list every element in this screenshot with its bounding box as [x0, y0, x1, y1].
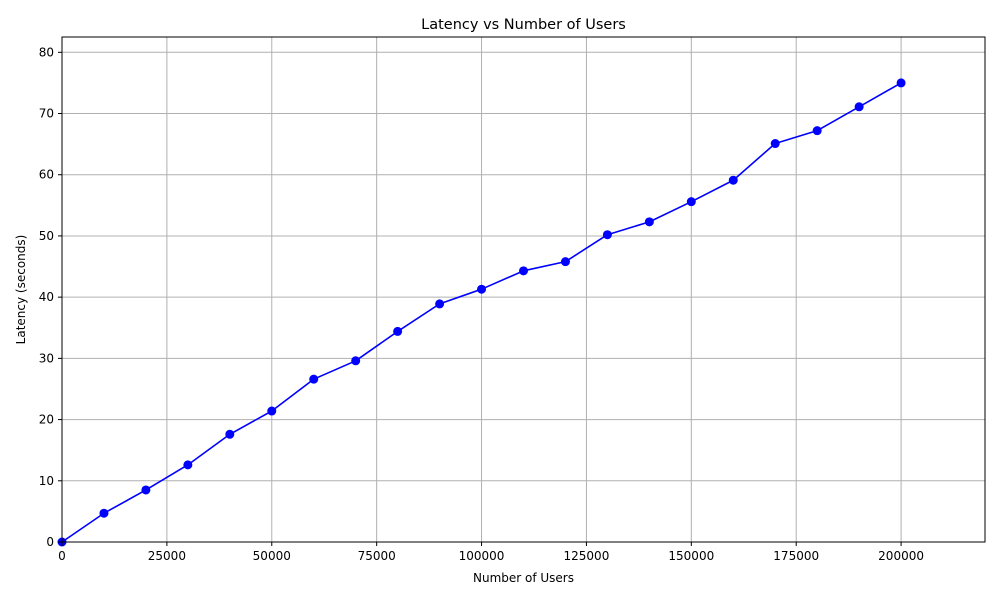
data-point [560, 257, 570, 267]
x-tick-label: 175000 [773, 549, 819, 563]
y-tick-label: 80 [39, 45, 54, 59]
data-point [225, 429, 235, 439]
y-tick-label: 20 [39, 413, 54, 427]
y-tick-label: 30 [39, 351, 54, 365]
x-axis-label: Number of Users [473, 571, 574, 585]
chart-title: Latency vs Number of Users [421, 17, 626, 33]
data-point [99, 508, 109, 518]
data-point [141, 485, 151, 495]
grid [61, 37, 985, 543]
data-point [519, 266, 528, 276]
data-point [393, 326, 403, 336]
data-point [686, 197, 696, 207]
data-point [728, 175, 738, 185]
series-layer [57, 78, 906, 547]
data-point [644, 217, 654, 227]
data-point [267, 406, 277, 416]
x-tick-label: 75000 [358, 549, 396, 563]
plot-frame [61, 36, 986, 543]
data-point [435, 299, 445, 309]
data-point [477, 284, 487, 294]
y-tick-label: 50 [39, 229, 54, 243]
x-tick-label: 25000 [148, 549, 186, 563]
y-axis-label: Latency (seconds) [14, 235, 28, 345]
ticks: 0 25000 50000 75000 100000 125000 150000 175000… [39, 45, 924, 563]
y-tick-label: 60 [39, 168, 54, 182]
x-tick-label: 150000 [668, 549, 714, 563]
x-tick-label: 200000 [878, 549, 924, 563]
data-point [854, 102, 864, 112]
data-point [770, 139, 780, 149]
y-tick-label: 70 [39, 107, 54, 121]
x-tick-label: 50000 [253, 549, 291, 563]
x-tick-label: 100000 [459, 549, 505, 563]
data-point [351, 356, 361, 366]
x-tick-label: 125000 [564, 549, 610, 563]
y-tick-label: 0 [46, 535, 54, 549]
data-point [309, 374, 319, 384]
data-point [812, 126, 822, 136]
data-point [896, 78, 906, 88]
y-tick-label: 40 [39, 290, 54, 304]
x-tick-label: 0 [58, 549, 66, 563]
y-tick-label: 10 [39, 474, 54, 488]
data-point [183, 460, 193, 470]
data-point [602, 230, 612, 240]
